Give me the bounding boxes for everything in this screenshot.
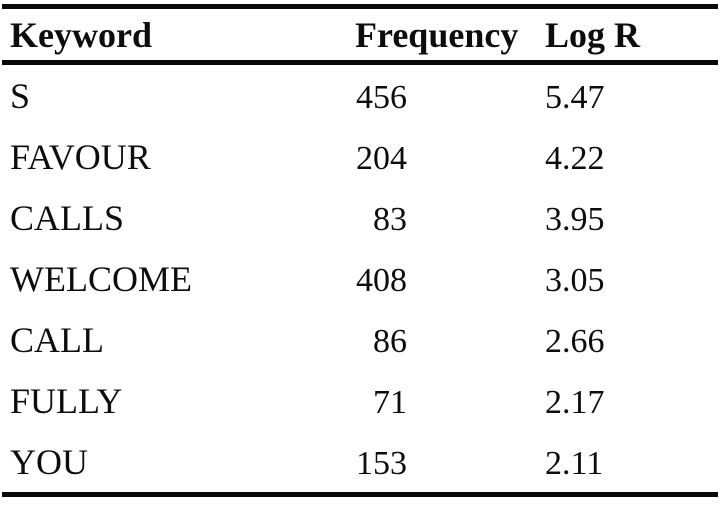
frequency-cell: 83 (355, 197, 543, 239)
frequency-cell: 456 (355, 75, 543, 117)
log-r-value: 4.22 (545, 139, 605, 177)
log-r-cell: 2.66 (543, 319, 727, 361)
keyword-cell: CALLS (10, 197, 125, 238)
table-header-row: Keyword Frequency Log R (0, 9, 727, 60)
log-r-value: 2.66 (545, 322, 605, 360)
frequency-value: 153 (356, 444, 407, 482)
keyword-cell: YOU (10, 441, 88, 482)
column-header-frequency: Frequency (355, 14, 519, 55)
frequency-cell: 86 (355, 319, 543, 361)
log-r-cell: 5.47 (543, 75, 727, 117)
log-r-cell: 2.17 (543, 380, 727, 422)
keyword-cell: CALL (10, 319, 104, 360)
frequency-value: 86 (373, 322, 407, 360)
log-r-value: 2.11 (545, 444, 604, 482)
frequency-value: 408 (356, 261, 407, 299)
table-row: CALL 86 2.66 (0, 309, 727, 370)
table-row: WELCOME 408 3.05 (0, 248, 727, 309)
table-body: S 456 5.47 FAVOUR 204 4.22 CALLS 83 3.95… (0, 65, 727, 492)
table-bottom-rule (2, 492, 718, 497)
log-r-cell: 3.05 (543, 258, 727, 300)
keyword-cell: WELCOME (10, 258, 192, 299)
keyword-cell: FAVOUR (10, 136, 151, 177)
log-r-value: 2.17 (545, 383, 605, 421)
log-r-value: 3.05 (545, 261, 605, 299)
frequency-cell: 153 (355, 441, 543, 483)
frequency-cell: 408 (355, 258, 543, 300)
frequency-value: 204 (356, 139, 407, 177)
log-r-cell: 3.95 (543, 197, 727, 239)
frequency-value: 71 (373, 383, 407, 421)
frequency-value: 456 (356, 78, 407, 116)
keyword-cell: FULLY (10, 380, 123, 421)
column-header-log-r: Log R (545, 14, 641, 55)
table-row: CALLS 83 3.95 (0, 187, 727, 248)
table-row: FULLY 71 2.17 (0, 370, 727, 431)
column-header-keyword: Keyword (10, 14, 152, 55)
log-r-value: 5.47 (545, 78, 605, 116)
table-header-rule (2, 60, 718, 65)
table-row: YOU 153 2.11 (0, 431, 727, 492)
log-r-cell: 4.22 (543, 136, 727, 178)
table-top-rule (2, 4, 718, 9)
frequency-value: 83 (373, 200, 407, 238)
keyword-cell: S (10, 75, 31, 116)
frequency-cell: 71 (355, 380, 543, 422)
log-r-cell: 2.11 (543, 441, 727, 483)
table-row: FAVOUR 204 4.22 (0, 126, 727, 187)
frequency-cell: 204 (355, 136, 543, 178)
table-row: S 456 5.47 (0, 65, 727, 126)
log-r-value: 3.95 (545, 200, 605, 238)
